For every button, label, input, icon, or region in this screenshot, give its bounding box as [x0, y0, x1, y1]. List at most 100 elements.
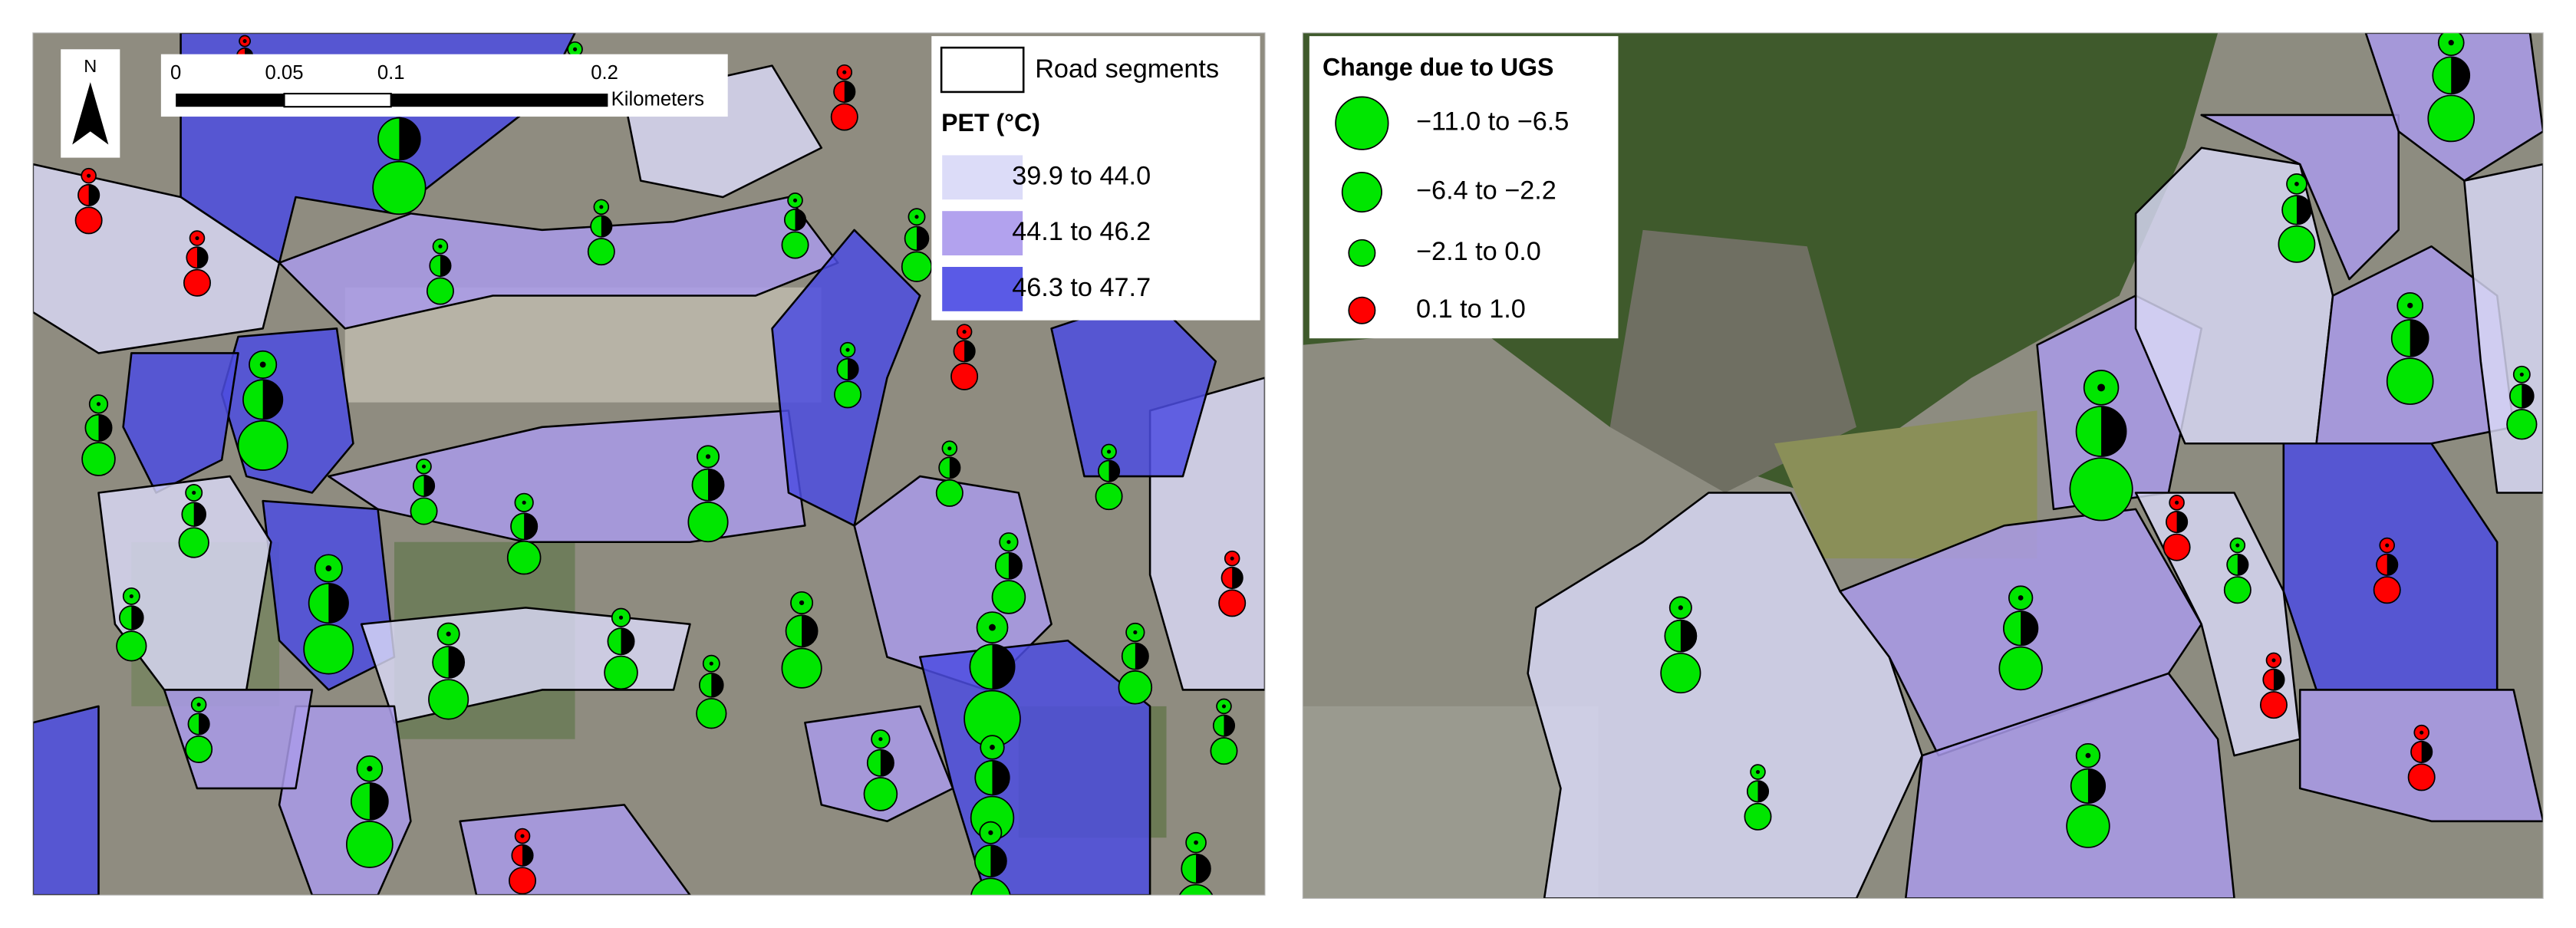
- symbol-mid-half: [1135, 643, 1148, 670]
- symbol-bottom: [410, 497, 438, 525]
- symbol-dot: [325, 565, 332, 571]
- symbol-mid-half: [880, 749, 894, 776]
- symbol-dot: [520, 834, 525, 838]
- symbol-stack: [1210, 698, 1238, 765]
- symbol-bottom: [116, 630, 147, 662]
- symbol-mid-half: [2087, 768, 2106, 804]
- symbol-stack: [1095, 443, 1123, 511]
- symbol-bottom: [426, 277, 454, 305]
- symbol-bottom: [781, 647, 822, 689]
- panel-frame: [1302, 32, 2544, 899]
- symbol-stack: [696, 654, 727, 729]
- symbol-bottom: [935, 479, 964, 507]
- symbol-mid-half: [917, 226, 929, 251]
- legend-label: −2.1 to 0.0: [1416, 237, 1541, 266]
- symbol-mid-half: [1224, 715, 1235, 736]
- scale-unit: Kilometers: [611, 88, 704, 110]
- symbol-stack: [950, 324, 979, 390]
- symbol-stack: [426, 238, 454, 305]
- symbol-mid-half: [2176, 511, 2188, 533]
- symbol-bottom: [74, 206, 103, 235]
- symbol-stack: [1118, 622, 1153, 705]
- symbol-stack: [2163, 495, 2191, 561]
- symbol-stack: [237, 350, 288, 471]
- symbol-dot: [446, 631, 451, 637]
- symbol-dot: [705, 454, 711, 459]
- symbol-bottom: [781, 231, 809, 259]
- symbol-mid-half: [2273, 669, 2284, 690]
- symbol-mid-half: [2522, 384, 2534, 408]
- symbol-dot: [1133, 630, 1138, 635]
- symbol-dot: [522, 500, 526, 505]
- symbol-dot: [2420, 730, 2424, 735]
- symbol-dot: [988, 830, 993, 835]
- symbol-dot: [2085, 752, 2091, 759]
- symbol-dot: [709, 661, 713, 666]
- symbol-bottom: [2427, 94, 2476, 143]
- symbol-dot: [87, 173, 91, 178]
- symbol-stack: [781, 192, 809, 259]
- symbol-bottom: [830, 103, 858, 131]
- symbol-mid-half: [448, 646, 465, 679]
- symbol-mid-half: [2421, 741, 2433, 763]
- symbol-mid-half: [795, 209, 806, 231]
- symbol-dot: [438, 244, 443, 248]
- symbol-mid-half: [601, 216, 612, 237]
- road-swatch: [940, 46, 1025, 94]
- symbol-bottom: [2407, 763, 2436, 791]
- symbol-mid-half: [844, 81, 855, 103]
- symbol-mid-half: [1008, 552, 1023, 579]
- symbol-mid-half: [423, 475, 435, 497]
- symbol-stack: [2386, 291, 2434, 405]
- symbol-stack: [74, 167, 103, 235]
- symbol-dot: [196, 703, 201, 707]
- symbol-mid-half: [2021, 610, 2038, 646]
- symbol-dot: [842, 70, 847, 74]
- symbol-dot: [2235, 543, 2240, 548]
- symbol-mid-half: [524, 513, 538, 540]
- symbols: [74, 35, 1247, 896]
- symbol-dot: [1221, 704, 1227, 709]
- symbol-bottom: [1744, 802, 1772, 831]
- scale-tick: 0.2: [591, 62, 618, 84]
- symbol-dot: [259, 361, 266, 368]
- symbol-dot: [1678, 605, 1683, 610]
- symbol-bottom: [81, 442, 116, 476]
- symbol-mid-half: [2387, 554, 2398, 575]
- symbol-bottom: [587, 238, 615, 266]
- symbol-stack: [901, 208, 933, 282]
- symbol-bottom: [2506, 409, 2538, 440]
- symbol-dot: [1230, 556, 1234, 561]
- symbol-stack: [303, 554, 354, 675]
- symbol-mid-half: [328, 583, 349, 624]
- symbol-dot: [599, 205, 604, 209]
- legend-label: −6.4 to −2.2: [1416, 176, 1556, 206]
- symbol-bottom: [303, 624, 354, 675]
- symbol-stack: [81, 394, 116, 476]
- symbol-stack: [1660, 596, 1701, 694]
- symbol-dot: [129, 594, 133, 598]
- symbol-dot: [1755, 769, 1761, 775]
- legend-title: Change due to UGS: [1323, 53, 1553, 81]
- symbol-dot: [242, 38, 247, 44]
- symbol-stack: [2259, 652, 2288, 719]
- symbol-mid-half: [262, 380, 283, 420]
- symbol-dot: [2407, 302, 2413, 308]
- legend-classes: −11.0 to −6.5 −6.4 to −2.2 −2.1 to 0.0 0.1 …: [1335, 96, 1569, 324]
- symbol-dot: [878, 737, 883, 742]
- symbol-bottom: [2259, 691, 2288, 719]
- symbol-stack: [2278, 173, 2316, 263]
- symbol-stack: [830, 64, 858, 131]
- symbol-bottom: [991, 580, 1026, 614]
- symbol-dot: [947, 446, 952, 451]
- symbol-mid-half: [522, 844, 533, 867]
- symbol-stack: [2069, 370, 2133, 522]
- symbol-stack: [2373, 537, 2401, 604]
- symbol-stack: [506, 492, 542, 575]
- ugs-legend: Change due to UGS −11.0 to −6.5 −6.4 to −…: [1309, 36, 1619, 339]
- symbol-mid-half: [1196, 854, 1211, 884]
- symbol-stack: [687, 445, 729, 543]
- scale-tick: 0.1: [377, 62, 405, 84]
- symbol-bottom: [185, 735, 213, 763]
